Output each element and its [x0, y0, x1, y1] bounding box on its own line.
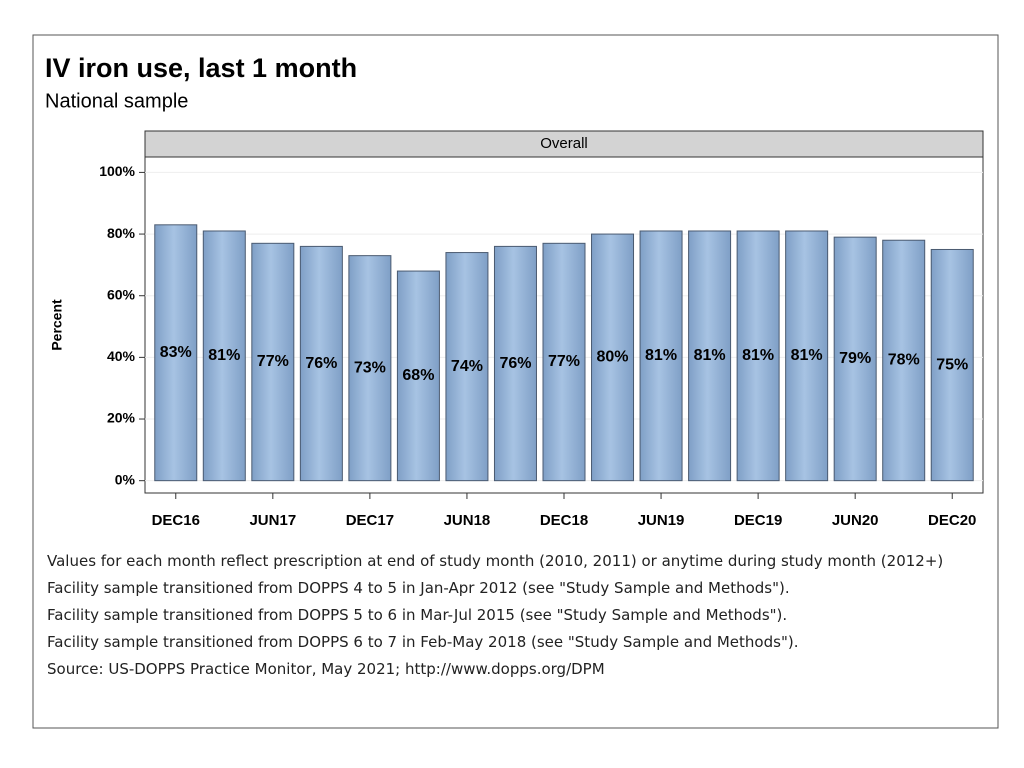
bar [882, 239, 926, 482]
panel-label: Overall [540, 135, 588, 152]
data-label: 75% [936, 356, 968, 373]
data-label: 81% [694, 347, 726, 364]
x-tick-label: DEC17 [346, 512, 394, 529]
chart-title: IV iron use, last 1 month [45, 53, 357, 83]
data-label: 77% [548, 353, 580, 370]
y-tick-label: 40% [107, 348, 136, 364]
bar [348, 255, 392, 482]
data-label: 77% [257, 353, 289, 370]
frame [32, 34, 999, 729]
y-tick-label: 100% [99, 163, 135, 179]
bar [493, 245, 537, 482]
bar [785, 230, 829, 482]
bar [736, 230, 780, 482]
x-tick-label: DEC16 [152, 512, 200, 529]
y-tick-label: 80% [107, 225, 136, 241]
data-label: 81% [645, 347, 677, 364]
data-label: 81% [742, 347, 774, 364]
x-tick-label: DEC19 [734, 512, 782, 529]
data-label: 83% [160, 344, 192, 361]
note: Source: US-DOPPS Practice Monitor, May 2… [47, 660, 605, 678]
data-label: 80% [597, 349, 629, 366]
y-axis-label: Percent [49, 299, 65, 351]
y-tick-label: 0% [115, 471, 136, 487]
bar [445, 252, 489, 482]
x-tick-label: JUN18 [444, 512, 491, 529]
note: Values for each month reflect prescripti… [47, 552, 944, 570]
bar [688, 230, 732, 482]
bar [154, 224, 198, 482]
data-label: 78% [888, 352, 920, 369]
data-label: 74% [451, 358, 483, 375]
bar [833, 236, 877, 482]
chart-subtitle: National sample [45, 90, 188, 112]
bar [639, 230, 683, 482]
y-tick-label: 60% [107, 286, 136, 302]
bar [542, 242, 586, 482]
note: Facility sample transitioned from DOPPS … [47, 633, 799, 651]
y-tick-label: 20% [107, 410, 136, 426]
data-label: 81% [791, 347, 823, 364]
data-label: 76% [499, 355, 531, 372]
data-label: 79% [839, 350, 871, 367]
bar [396, 270, 440, 482]
note: Facility sample transitioned from DOPPS … [47, 606, 788, 624]
x-tick-label: JUN20 [832, 512, 879, 529]
bar [591, 233, 635, 482]
x-tick-label: DEC18 [540, 512, 588, 529]
bar [930, 248, 974, 482]
x-tick-label: JUN19 [638, 512, 685, 529]
bar [299, 245, 343, 482]
bar [251, 242, 295, 482]
data-label: 81% [208, 347, 240, 364]
data-label: 76% [305, 355, 337, 372]
notes: Values for each month reflect prescripti… [47, 552, 977, 687]
bar [202, 230, 246, 482]
data-label: 73% [354, 359, 386, 376]
note: Facility sample transitioned from DOPPS … [47, 579, 790, 597]
x-tick-label: DEC20 [928, 512, 976, 529]
x-tick-label: JUN17 [249, 512, 296, 529]
data-label: 68% [402, 367, 434, 384]
